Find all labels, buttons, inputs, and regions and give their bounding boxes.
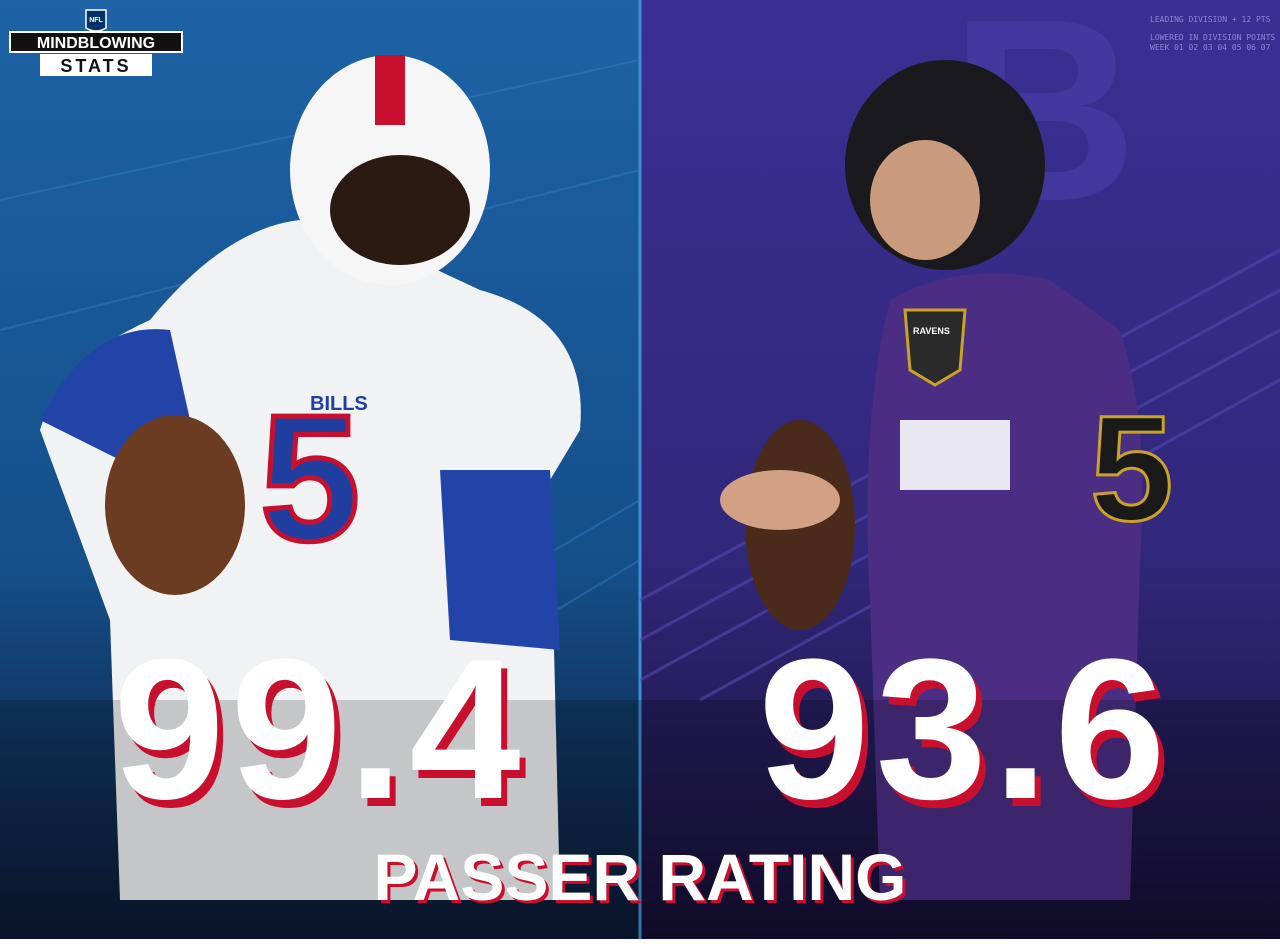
logo-line2: STATS [60, 56, 131, 76]
decor-note: LEADING DIVISION + 12 PTS [1150, 15, 1271, 24]
left-player: 5 BILLS [40, 55, 581, 901]
stat-shadow: 93.6 [764, 626, 1177, 849]
right-stat: 93.6 [758, 618, 1171, 841]
jersey-team: BILLS [310, 393, 368, 415]
bottom-shade [0, 700, 1280, 939]
stat-label-shadow: PASSER RATING [377, 843, 910, 917]
right-player: 5 RAVENS [720, 60, 1175, 900]
left-stat: 99.4 [113, 618, 526, 841]
decor-note: LOWERED IN DIVISION POINTS [1150, 33, 1275, 42]
logo: NFL MINDBLOWING STATS [9, 9, 183, 76]
stat-shadow: 99.4 [119, 626, 532, 849]
patch-team: RAVENS [913, 326, 950, 336]
decor-weeks: WEEK 01 02 03 04 05 06 07 [1150, 43, 1271, 52]
jersey-number: 5 [1090, 384, 1173, 552]
logo-line1: MINDBLOWING [37, 35, 155, 52]
stat-label: PASSER RATING [374, 840, 907, 914]
jersey-number: 5 [260, 378, 360, 579]
logo-league: NFL [89, 17, 103, 24]
